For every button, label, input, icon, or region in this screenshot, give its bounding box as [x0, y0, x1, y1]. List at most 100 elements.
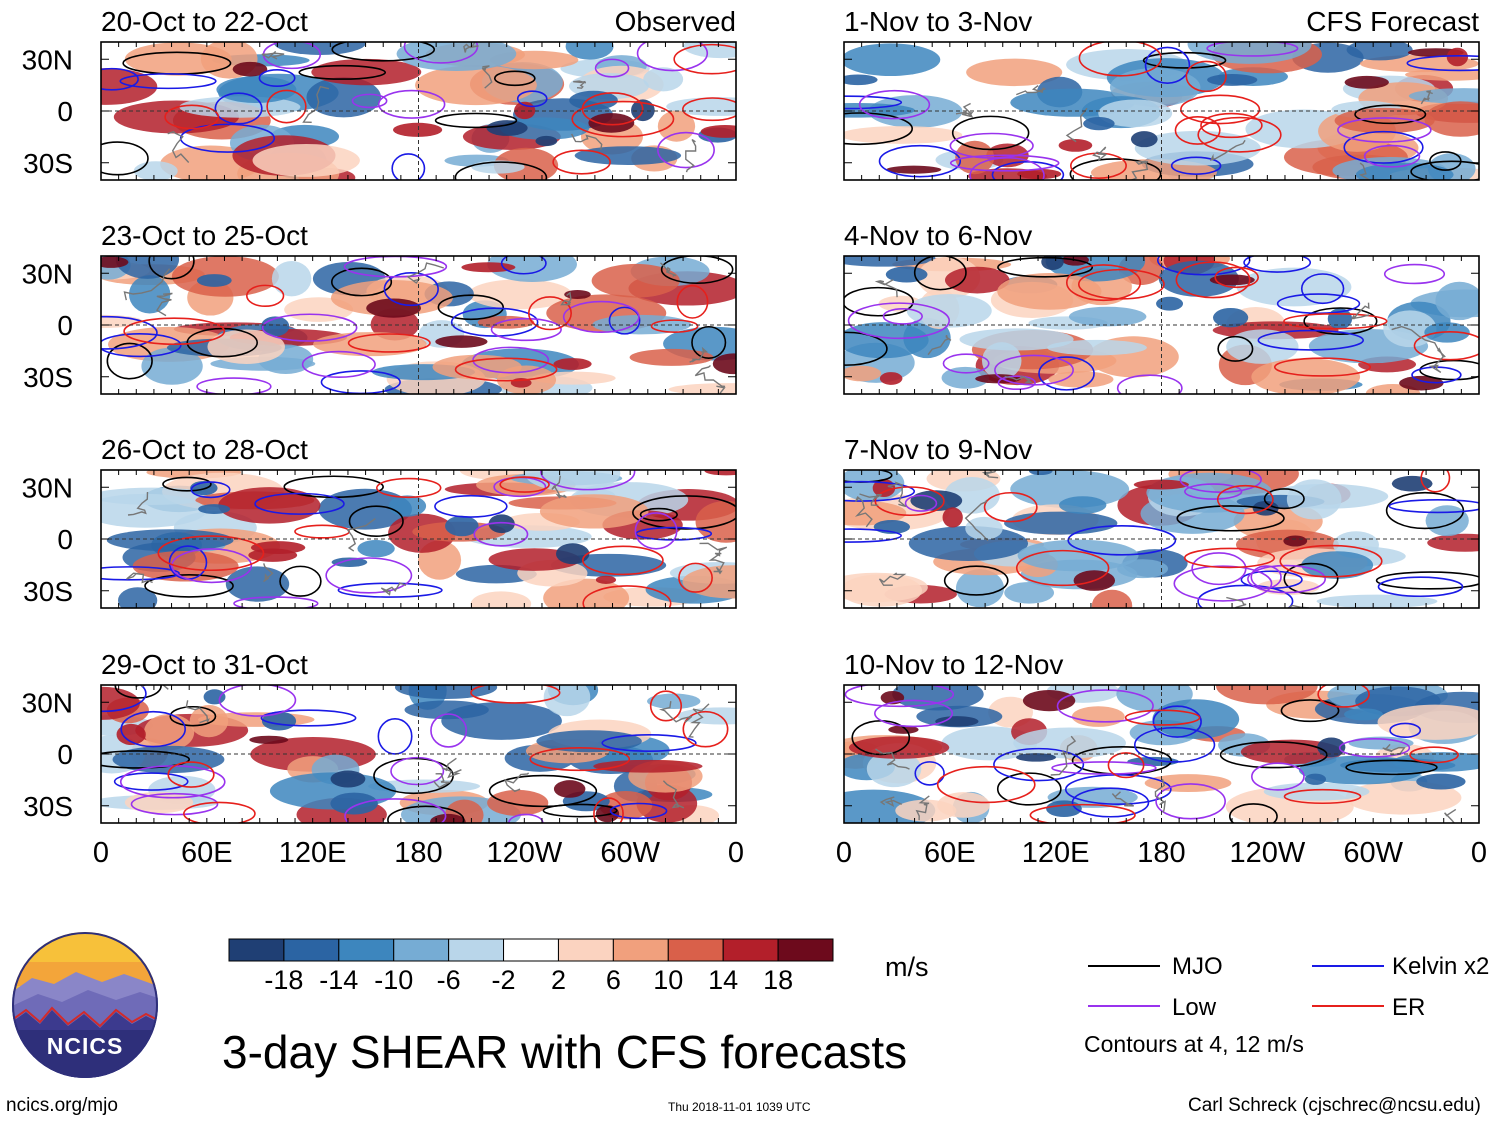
contour-0 — [331, 42, 436, 62]
column-label: CFS Forecast — [1306, 6, 1479, 37]
colorbar-tick-label: -10 — [374, 965, 413, 995]
contour-2 — [1051, 761, 1157, 775]
coastline — [688, 703, 710, 738]
contour-3 — [582, 545, 664, 576]
contour-0 — [1263, 488, 1305, 510]
contour-2 — [377, 89, 446, 119]
contour-3 — [1065, 264, 1142, 302]
contour-0 — [996, 772, 1062, 806]
coastline — [1129, 160, 1149, 180]
coastline — [981, 470, 999, 479]
contour-0 — [632, 495, 736, 530]
contour-2 — [858, 89, 931, 120]
contour-0 — [434, 112, 518, 129]
colorbar-tick-label: 6 — [606, 965, 621, 995]
coastline — [660, 262, 677, 277]
contour-3 — [245, 284, 285, 308]
contour-3 — [1107, 752, 1145, 779]
contour-0 — [186, 327, 258, 358]
x-tick-label: 120E — [279, 837, 347, 869]
shade-blob — [101, 686, 140, 720]
contour-3 — [529, 747, 631, 772]
contour-2 — [1247, 564, 1326, 594]
shade-blob — [106, 529, 234, 552]
coastline — [156, 292, 173, 317]
shade-blob — [396, 42, 517, 71]
ncics-logo: NCICS — [12, 932, 158, 1078]
coastline — [263, 563, 274, 583]
coastline — [433, 772, 452, 789]
shade-blob — [1240, 739, 1343, 765]
contour-3 — [650, 319, 699, 333]
contour-1 — [1067, 524, 1177, 556]
contour-2 — [1184, 483, 1243, 500]
coastline — [1004, 375, 1033, 384]
coastline — [1209, 139, 1246, 162]
shade-blob — [141, 347, 203, 385]
contour-2 — [473, 521, 529, 547]
contour-3 — [983, 491, 1038, 523]
contour-0 — [1280, 699, 1340, 723]
shade-blob — [468, 279, 572, 310]
x-tick-label: 60W — [1343, 837, 1403, 869]
shade-blob — [1435, 281, 1479, 321]
shade-core — [1016, 753, 1056, 762]
coastline — [694, 364, 726, 388]
colorbar-swatch — [503, 938, 559, 962]
contour-3 — [1216, 484, 1274, 515]
contour-1 — [1406, 55, 1479, 72]
panel-field-1-0 — [844, 42, 1479, 180]
shade-blob — [844, 102, 915, 118]
coastline — [1092, 146, 1108, 162]
coastline — [167, 130, 190, 163]
contour-2 — [847, 302, 950, 340]
contour-2 — [325, 557, 413, 594]
contour-3 — [1420, 470, 1451, 493]
contour-2 — [1155, 783, 1226, 820]
y-tick-label: 30S — [23, 362, 73, 393]
website-link[interactable]: ncics.org/mjo — [6, 1095, 118, 1116]
contour-0 — [101, 141, 149, 176]
shade-core — [1209, 274, 1255, 286]
shade-core — [704, 470, 736, 476]
contour-0 — [943, 565, 1009, 596]
coastline — [380, 582, 407, 596]
panel-period-label: 10-Nov to 12-Nov — [844, 649, 1063, 680]
coastline — [875, 748, 910, 770]
y-tick-label: 30N — [22, 687, 73, 718]
contour-2 — [344, 798, 447, 823]
contour-3 — [123, 317, 226, 346]
contour-2 — [430, 713, 468, 748]
coastline — [1111, 791, 1134, 807]
contour-3 — [1283, 788, 1362, 805]
coastline — [551, 475, 567, 499]
contour-1 — [101, 333, 182, 358]
contour-2 — [1383, 263, 1446, 285]
y-tick-label: 30N — [22, 472, 73, 503]
shade-blob — [1010, 470, 1130, 509]
contour-1 — [260, 709, 357, 727]
contour-0 — [844, 286, 914, 317]
shade-blob — [404, 700, 489, 720]
contour-0 — [1228, 803, 1278, 823]
panel-field-1-2 — [844, 470, 1479, 608]
contour-1 — [914, 761, 945, 786]
coastline — [1287, 604, 1309, 608]
contour-1 — [258, 69, 296, 88]
y-tick-label: 0 — [57, 524, 73, 555]
shade-core — [250, 541, 306, 555]
contour-3 — [1077, 268, 1165, 300]
coastline — [1016, 85, 1047, 96]
contour-3 — [936, 765, 1036, 804]
y-tick-label: 0 — [57, 310, 73, 341]
contour-1 — [1038, 356, 1095, 391]
shade-blob — [1377, 704, 1479, 740]
contour-1 — [119, 73, 217, 90]
shade-blob — [225, 566, 290, 602]
shade-core — [101, 256, 129, 268]
shade-blob — [844, 500, 907, 526]
shade-blob — [273, 42, 366, 55]
contour-1 — [844, 95, 903, 110]
shade-blob — [1017, 539, 1139, 572]
y-tick-label: 30S — [23, 576, 73, 607]
